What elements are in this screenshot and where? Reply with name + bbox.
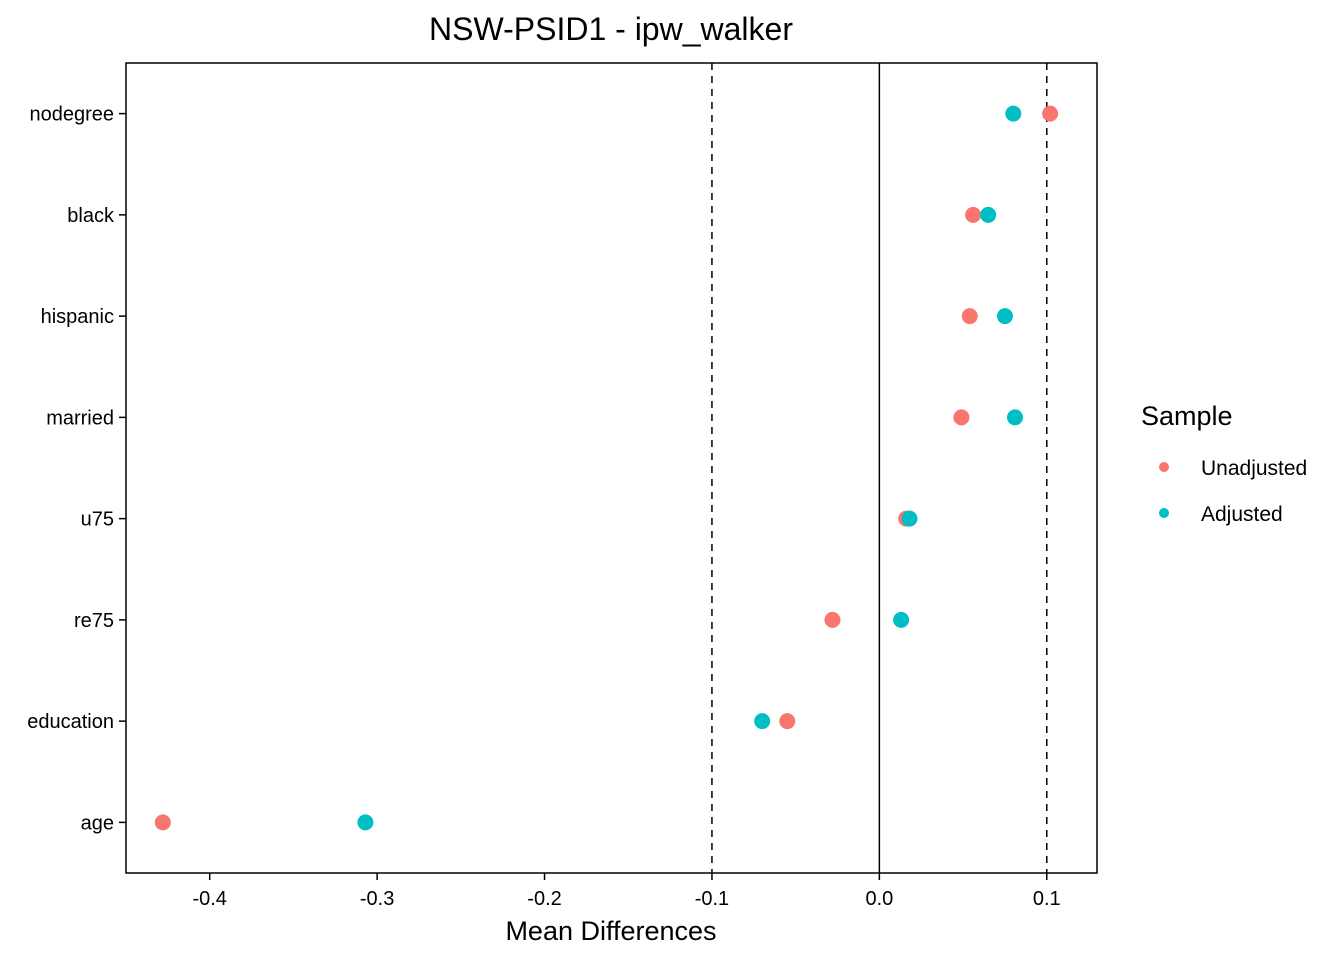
legend-items: Unadjusted Adjusted [1159, 457, 1307, 526]
point-unadjusted-age [154, 814, 171, 831]
plot-panel [125, 62, 1098, 874]
legend-label-unadjusted: Unadjusted [1201, 457, 1307, 480]
y-tick-label-hispanic: hispanic [41, 306, 114, 328]
legend: Sample Unadjusted Adjusted [1141, 401, 1307, 526]
point-unadjusted-nodegree [1042, 105, 1059, 122]
y-tick-label-education: education [27, 711, 114, 733]
y-tick-label-u75: u75 [81, 509, 114, 531]
y-axis: nodegree black hispanic married u75 re75 educa… [27, 104, 126, 834]
y-tick-label-nodegree: nodegree [29, 104, 114, 126]
x-tick-label: -0.4 [192, 888, 226, 910]
x-tick-label: 0.0 [865, 888, 893, 910]
y-tick-label-black: black [67, 205, 115, 227]
point-adjusted-u75 [901, 510, 918, 527]
y-tick-label-married: married [46, 407, 114, 429]
point-unadjusted-re75 [824, 611, 841, 628]
point-adjusted-hispanic [996, 308, 1013, 325]
x-tick-label: -0.2 [527, 888, 561, 910]
point-adjusted-married [1006, 409, 1023, 426]
point-adjusted-age [357, 814, 374, 831]
point-adjusted-education [754, 713, 771, 730]
reference-lines [711, 63, 1048, 873]
chart-title: NSW-PSID1 - ipw_walker [429, 11, 793, 47]
point-unadjusted-education [779, 713, 796, 730]
legend-title: Sample [1141, 401, 1233, 431]
point-unadjusted-hispanic [961, 308, 978, 325]
point-adjusted-re75 [893, 611, 910, 628]
x-tick-label: -0.3 [360, 888, 394, 910]
legend-key-adjusted [1159, 508, 1169, 518]
point-adjusted-black [980, 206, 997, 223]
x-axis: -0.4 -0.3 -0.2 -0.1 0.0 0.1 [192, 873, 1061, 910]
y-tick-label-re75: re75 [74, 610, 114, 632]
point-adjusted-nodegree [1005, 105, 1022, 122]
point-unadjusted-black [965, 206, 982, 223]
data-points [154, 105, 1059, 831]
legend-key-unadjusted [1159, 462, 1169, 472]
x-tick-label: 0.1 [1033, 888, 1061, 910]
legend-label-adjusted: Adjusted [1201, 503, 1283, 526]
point-unadjusted-married [953, 409, 970, 426]
x-tick-label: -0.1 [695, 888, 729, 910]
x-axis-title: Mean Differences [505, 916, 716, 946]
y-tick-label-age: age [81, 812, 114, 834]
